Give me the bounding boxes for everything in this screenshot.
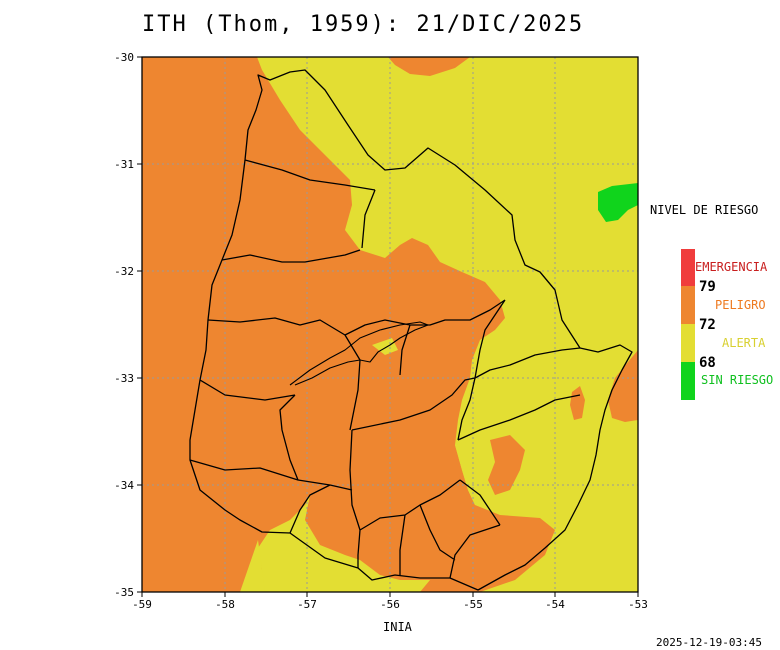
axis-ticks <box>137 56 639 597</box>
y-axis-labels: -30 -31 -32 -33 -34 -35 <box>114 51 134 599</box>
peligro-zone-east-3 <box>608 350 638 422</box>
legend-swatch-peligro <box>681 286 695 324</box>
alerta-zone-southwest <box>255 495 430 592</box>
legend-label-emergencia: EMERGENCIA <box>695 260 768 274</box>
rio-negro-lake <box>289 321 429 386</box>
x-tick-label: -53 <box>628 598 648 611</box>
timestamp-label: 2025-12-19-03:45 <box>656 636 762 649</box>
x-axis-labels: -59 -58 -57 -56 -55 -54 -53 <box>132 598 648 611</box>
legend-threshold: 79 <box>699 279 716 295</box>
legend-swatch-sin-riesgo <box>681 362 695 400</box>
risk-zones <box>142 57 638 592</box>
x-tick-label: -56 <box>380 598 400 611</box>
legend-label-alerta: ALERTA <box>722 336 766 350</box>
credit-label: INIA <box>383 620 412 634</box>
department-borders <box>189 159 581 579</box>
legend-swatch-alerta <box>681 324 695 362</box>
x-tick-label: -55 <box>463 598 483 611</box>
y-tick-label: -30 <box>114 51 134 64</box>
legend-threshold: 72 <box>699 317 716 333</box>
alerta-zone-lake <box>372 338 398 355</box>
peligro-zone-east-2 <box>570 386 585 420</box>
sin-riesgo-zone <box>598 183 638 222</box>
legend-swatch-emergencia <box>681 249 695 286</box>
legend-label-sin-riesgo: SIN RIESGO <box>701 373 774 387</box>
y-tick-label: -34 <box>114 479 134 492</box>
legend-threshold: 68 <box>699 355 716 371</box>
y-tick-label: -33 <box>114 372 134 385</box>
grid <box>142 57 638 592</box>
peligro-zone-west <box>142 57 555 592</box>
x-tick-label: -58 <box>215 598 235 611</box>
map-title: ITH (Thom, 1959): 21/DIC/2025 <box>142 12 585 37</box>
y-tick-label: -35 <box>114 586 134 599</box>
alerta-zone-coast <box>240 540 265 592</box>
x-tick-label: -59 <box>132 598 152 611</box>
country-outline <box>189 69 633 591</box>
legend-label-peligro: PELIGRO <box>715 298 766 312</box>
y-tick-label: -32 <box>114 265 134 278</box>
y-tick-label: -31 <box>114 158 134 171</box>
peligro-zone-east-1 <box>488 435 525 495</box>
x-tick-label: -57 <box>297 598 317 611</box>
peligro-zone-north <box>388 57 470 76</box>
map-of-uruguay <box>189 69 633 591</box>
legend-title: NIVEL DE RIESGO <box>650 203 759 217</box>
x-tick-label: -54 <box>545 598 565 611</box>
